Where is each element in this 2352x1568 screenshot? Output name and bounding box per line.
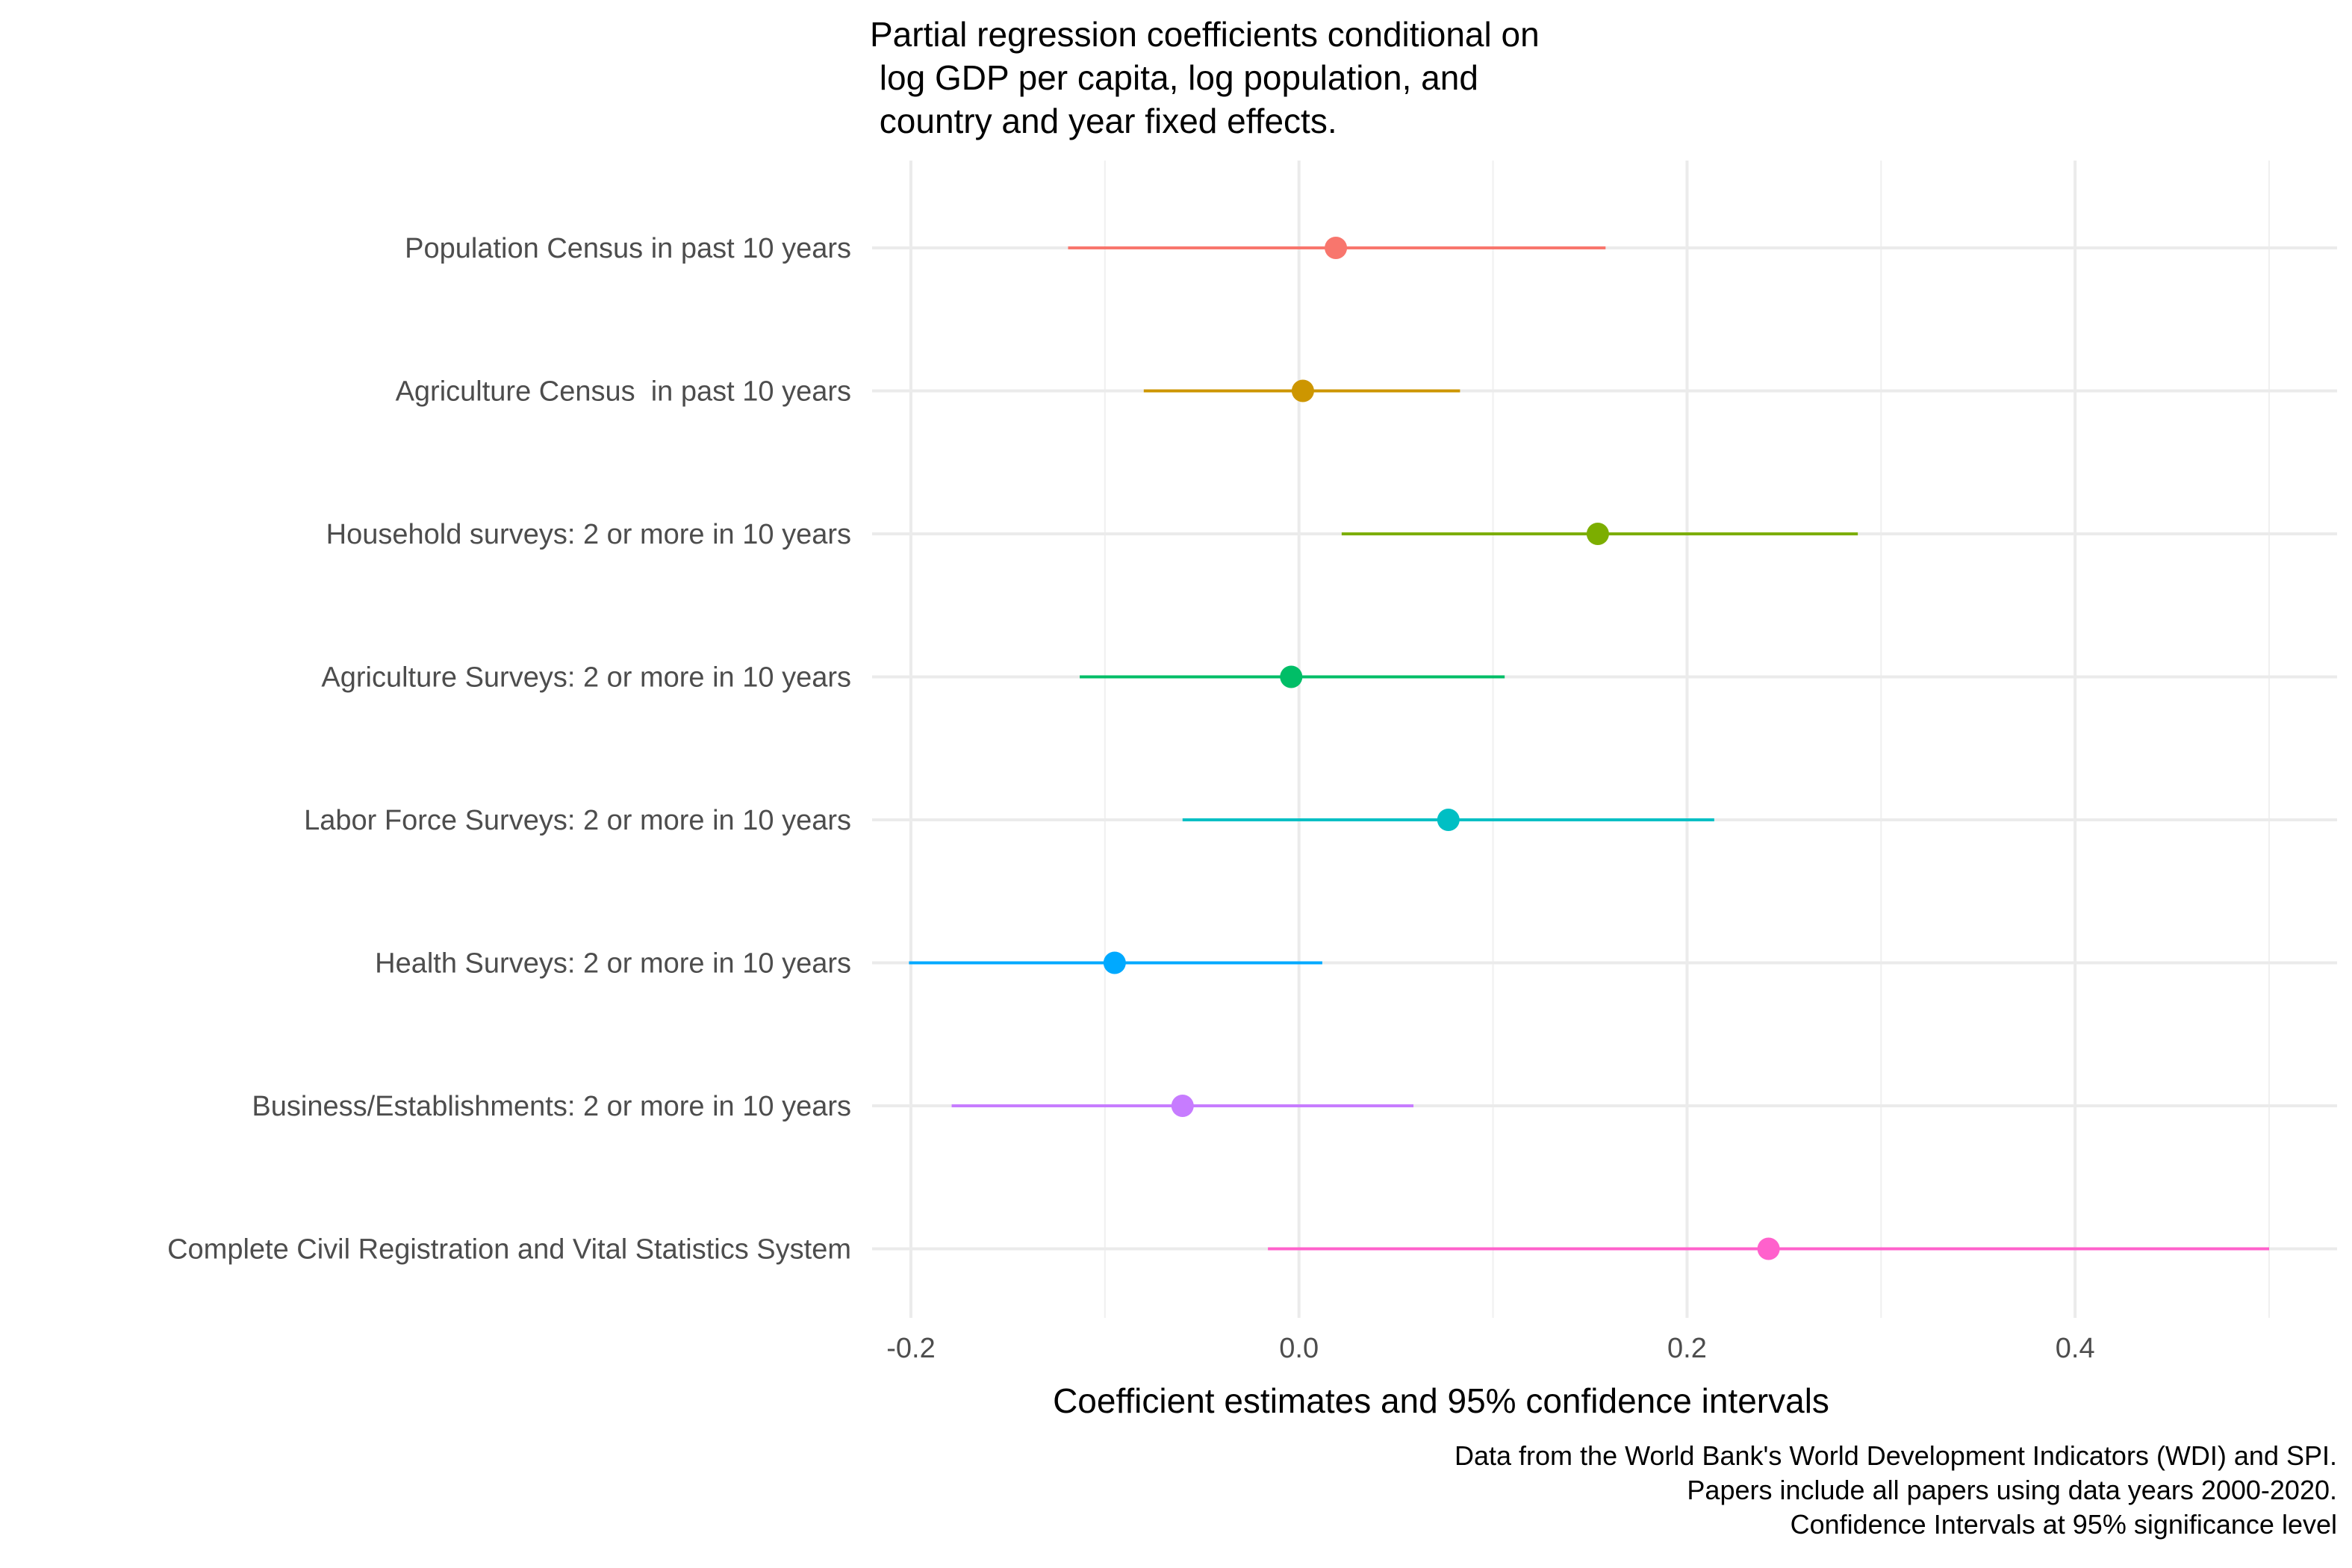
x-tick-label: -0.2 — [886, 1333, 935, 1364]
coefficient-row — [1080, 665, 1505, 688]
x-tick-label: 0.0 — [1279, 1333, 1319, 1364]
x-tick-label: 0.2 — [1667, 1333, 1707, 1364]
y-axis-labels: Population Census in past 10 years Agricu… — [167, 233, 851, 1266]
caption: Data from the World Bank's World Develop… — [1455, 1440, 2337, 1540]
chart-title-line-3: country and year fixed effects. — [870, 102, 1337, 140]
y-tick-label: Complete Civil Registration and Vital St… — [167, 1234, 851, 1266]
coefficient-point — [1437, 809, 1460, 831]
x-axis-ticks: -0.2 0.0 0.2 0.4 — [886, 1333, 2094, 1364]
y-tick-label: Population Census in past 10 years — [405, 233, 851, 264]
x-tick-label: 0.4 — [2056, 1333, 2095, 1364]
coefficient-row — [1143, 379, 1460, 402]
coefficient-point — [1325, 237, 1348, 259]
coefficient-point — [1280, 665, 1303, 688]
y-tick-label: Business/Establishments: 2 or more in 10… — [252, 1091, 851, 1122]
coefficient-row — [1068, 237, 1606, 259]
caption-line: Papers include all papers using data yea… — [1687, 1475, 2337, 1505]
coefficient-point — [1103, 951, 1126, 974]
coefficient-row — [1341, 523, 1858, 545]
coefficient-row — [1268, 1237, 2270, 1260]
grid — [872, 161, 2337, 1318]
coefficient-row — [909, 951, 1322, 974]
coefficient-row — [951, 1095, 1414, 1117]
coefficient-point — [1757, 1237, 1780, 1260]
coefficient-point — [1586, 523, 1609, 545]
coefficient-point — [1291, 379, 1314, 402]
series — [909, 237, 2270, 1260]
coefficient-row — [1182, 809, 1714, 831]
y-tick-label: Household surveys: 2 or more in 10 years — [326, 519, 851, 550]
y-tick-label: Labor Force Surveys: 2 or more in 10 yea… — [304, 805, 851, 836]
caption-line: Data from the World Bank's World Develop… — [1455, 1440, 2337, 1471]
y-tick-label: Agriculture Census in past 10 years — [396, 376, 851, 408]
y-tick-label: Health Surveys: 2 or more in 10 years — [375, 948, 851, 980]
x-axis-title: Coefficient estimates and 95% confidence… — [1053, 1381, 1829, 1420]
chart-title-line-2: log GDP per capita, log population, and — [870, 58, 1478, 97]
chart-title-line-1: Partial regression coefficients conditio… — [870, 15, 1540, 54]
y-tick-label: Agriculture Surveys: 2 or more in 10 yea… — [321, 662, 851, 694]
coefficient-point — [1171, 1095, 1194, 1117]
caption-line: Confidence Intervals at 95% significance… — [1791, 1509, 2337, 1540]
chart-title: Partial regression coefficients conditio… — [870, 15, 1540, 140]
